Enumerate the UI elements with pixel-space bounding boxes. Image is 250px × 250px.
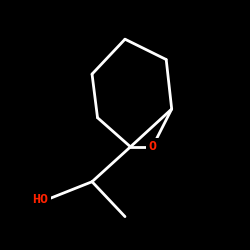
Text: O: O (148, 140, 156, 153)
Text: HO: HO (32, 193, 48, 206)
